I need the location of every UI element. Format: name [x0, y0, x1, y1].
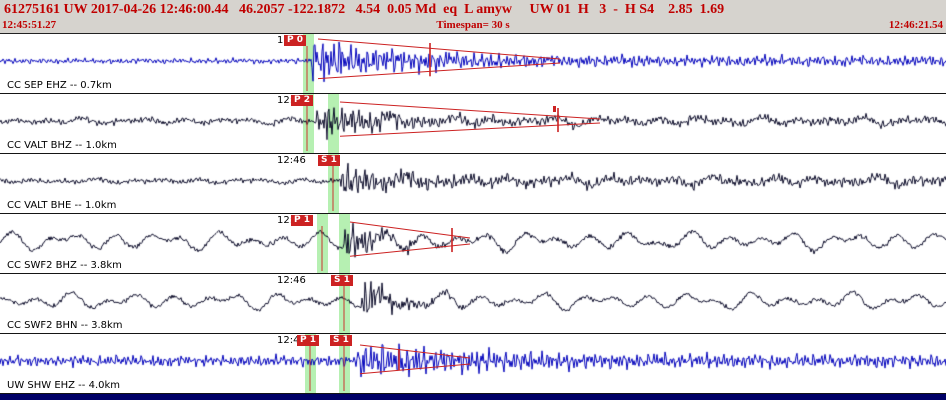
- coda-envelope-lower-line: [359, 363, 471, 375]
- window-start-time: 12:45:51.27: [2, 19, 57, 31]
- pick-flag[interactable]: S 1: [318, 155, 340, 166]
- trace-row-1: 12:46P 2CC VALT BHZ -- 1.0km: [0, 94, 946, 154]
- pick-flag[interactable]: P 2: [291, 95, 313, 106]
- pick-marker-overlay: [309, 344, 471, 391]
- station-label: CC SWF2 BHZ -- 3.8km: [7, 260, 122, 271]
- pick-marker-overlay: [306, 101, 601, 151]
- pick-flag[interactable]: P 0: [284, 35, 306, 46]
- waveform-canvas[interactable]: [0, 274, 946, 333]
- pick-marker-overlay: [321, 221, 471, 271]
- pick-flag[interactable]: S 1: [330, 335, 352, 346]
- timespan-label: Timespan= 30 s: [436, 19, 510, 31]
- event-summary: 61275161 UW 2017-04-26 12:46:00.44 46.20…: [4, 2, 725, 17]
- coda-envelope-lower-line: [349, 243, 471, 257]
- waveform-canvas[interactable]: [0, 214, 946, 273]
- bottom-scrollbar[interactable]: [0, 394, 946, 400]
- trace-time-label: 12:46: [277, 155, 306, 166]
- pick-marker-overlay: [343, 286, 345, 331]
- trace-row-2: 12:46 S 1 CC VALT BHE -- 1.0km: [0, 154, 946, 214]
- coda-envelope-upper-line: [359, 344, 471, 359]
- trace-row-0: 12:46P 0CC SEP EHZ -- 0.7km: [0, 34, 946, 94]
- coda-envelope-lower-line: [317, 62, 561, 80]
- waveform-canvas[interactable]: [0, 34, 946, 93]
- trace-time-label: 12:46: [277, 275, 306, 286]
- coda-envelope-upper-line: [317, 38, 561, 60]
- coda-envelope-upper-line: [349, 221, 471, 239]
- waveform-canvas[interactable]: [0, 94, 946, 153]
- station-label: CC SEP EHZ -- 0.7km: [7, 80, 112, 91]
- station-label: UW SHW EHZ -- 4.0km: [7, 380, 121, 391]
- coda-envelope-lower-line: [339, 122, 601, 137]
- window-end-time: 12:46:21.54: [888, 19, 943, 31]
- pick-flag[interactable]: S 1: [331, 275, 353, 286]
- station-label: CC VALT BHZ -- 1.0km: [7, 140, 117, 151]
- time-window-bar: 12:45:51.27 Timespan= 30 s 12:46:21.54: [0, 19, 946, 34]
- pick-marker-overlay: [332, 166, 334, 211]
- pick-marker-overlay: [306, 38, 561, 91]
- trace-row-4: 12:46 S 1 CC SWF2 BHN -- 3.8km: [0, 274, 946, 334]
- pick-flag[interactable]: P 1: [297, 335, 319, 346]
- coda-envelope-upper-line: [339, 101, 601, 120]
- pick-flag[interactable]: P 1: [291, 215, 313, 226]
- event-header: 61275161 UW 2017-04-26 12:46:00.44 46.20…: [0, 0, 946, 34]
- waveform-canvas[interactable]: [0, 334, 946, 393]
- waveform-canvas[interactable]: [0, 154, 946, 213]
- station-label: CC VALT BHE -- 1.0km: [7, 200, 117, 211]
- trace-row-3: 12:46P 1CC SWF2 BHZ -- 3.8km: [0, 214, 946, 274]
- trace-row-5: 12:46 P 1 S 1 UW SHW EHZ -- 4.0km: [0, 334, 946, 394]
- trace-list: 12:46 P 0 CC SEP EHZ -- 0.7km 12:46 P 2 CC VA…: [0, 34, 946, 394]
- coda-marker-dot: [553, 106, 556, 112]
- station-label: CC SWF2 BHN -- 3.8km: [7, 320, 123, 331]
- trace-time-label: 12:46: [277, 335, 306, 346]
